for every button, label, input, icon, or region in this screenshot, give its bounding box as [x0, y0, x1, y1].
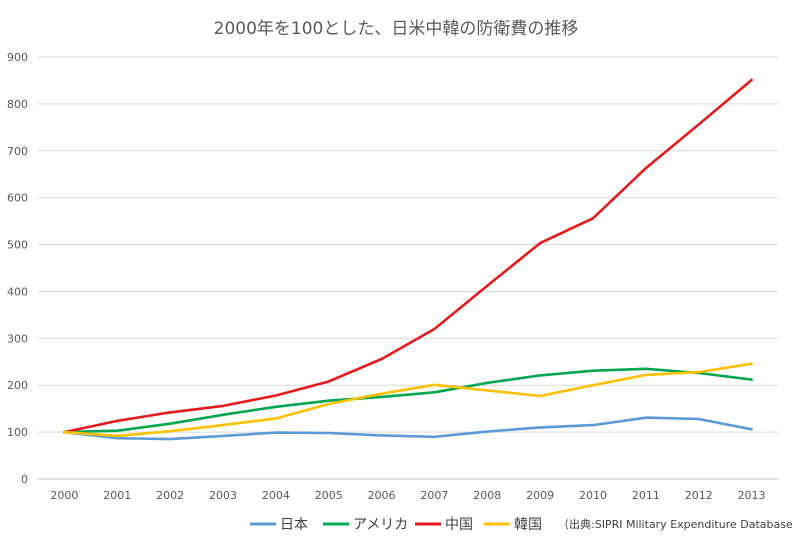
y-tick-label: 600: [7, 192, 28, 205]
x-tick-label: 2000: [50, 489, 78, 502]
x-tick-label: 2004: [262, 489, 290, 502]
x-tick-label: 2010: [579, 489, 607, 502]
legend: 日本 アメリカ 中国 韓国: [250, 517, 542, 533]
y-tick-label: 100: [7, 426, 28, 439]
y-tick-label: 400: [7, 285, 28, 298]
x-tick-label: 2001: [103, 489, 131, 502]
y-tick-label: 800: [7, 98, 28, 111]
x-tick-label: 2002: [156, 489, 184, 502]
x-tick-label: 2008: [473, 489, 501, 502]
y-tick-label: 500: [7, 239, 28, 252]
x-tick-label: 2007: [420, 489, 448, 502]
x-tick-label: 2009: [526, 489, 554, 502]
x-axis-ticks: 2000 2001 2002 2003 2004 2005 2006 2007 2008 2009…: [50, 489, 765, 502]
y-tick-label: 0: [21, 473, 28, 486]
x-tick-label: 2012: [685, 489, 713, 502]
chart-title: 2000年を100とした、日米中韓の防衛費の推移: [214, 19, 579, 39]
y-tick-label: 700: [7, 145, 28, 158]
x-tick-label: 2011: [632, 489, 660, 502]
y-tick-label: 900: [7, 51, 28, 64]
x-tick-label: 2005: [315, 489, 343, 502]
x-tick-label: 2013: [738, 489, 766, 502]
legend-label-3: 韓国: [514, 517, 542, 533]
x-tick-label: 2006: [368, 489, 396, 502]
series-line-3: [63, 362, 753, 438]
x-tick-label: 2003: [209, 489, 237, 502]
source-note: （出典:SIPRI Military Expenditure Database）: [558, 517, 792, 531]
legend-label-1: アメリカ: [353, 517, 408, 533]
legend-label-0: 日本: [280, 517, 308, 533]
series-lines: [63, 78, 753, 441]
y-tick-label: 300: [7, 332, 28, 345]
legend-label-2: 中国: [445, 517, 473, 533]
series-line-0: [63, 416, 753, 441]
series-line-2: [63, 78, 753, 434]
series-line-1: [63, 367, 753, 434]
y-tick-label: 200: [7, 379, 28, 392]
y-axis-ticks: 0 100 200 300 400 500 600 700 800 900: [7, 51, 28, 486]
